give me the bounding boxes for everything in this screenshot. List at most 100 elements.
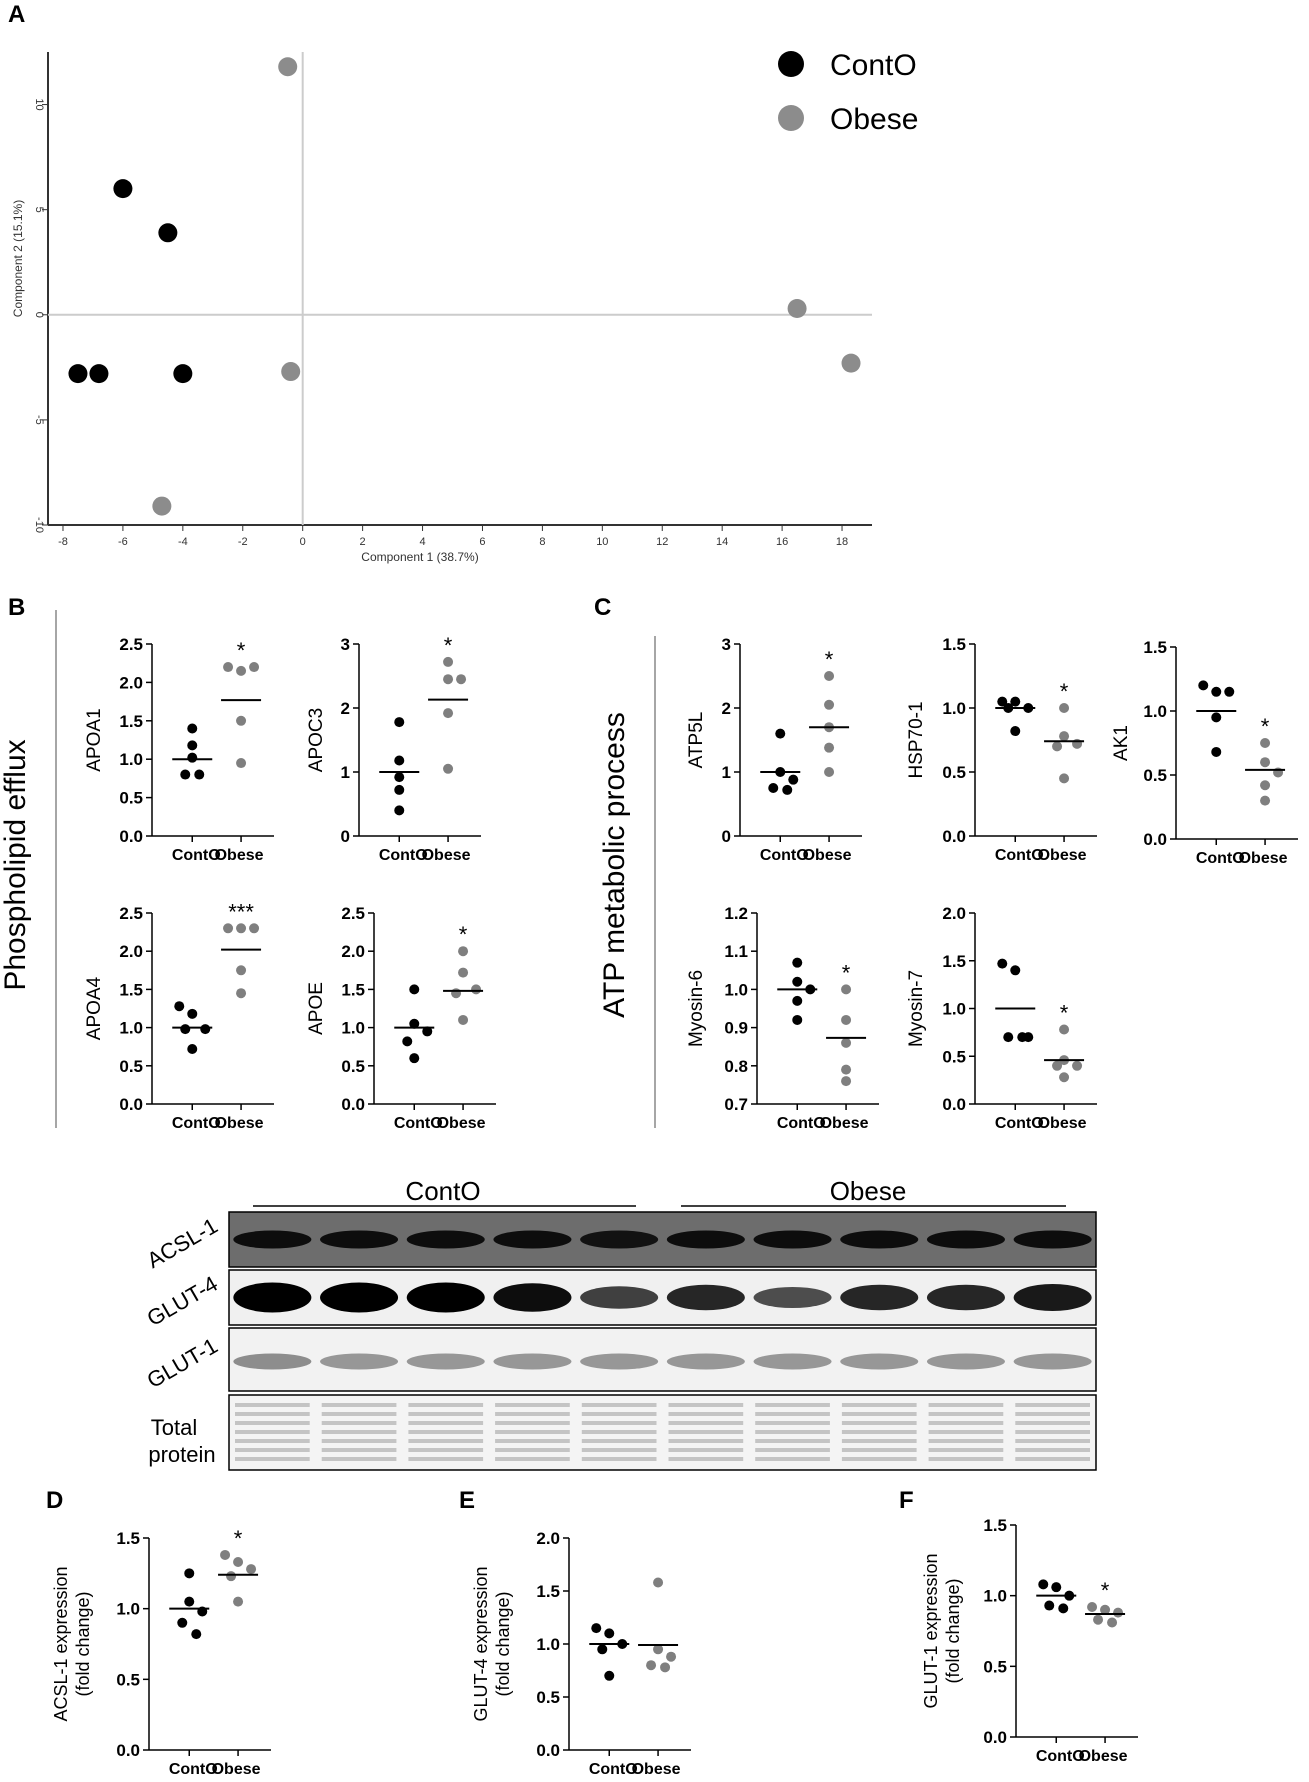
- data-point-conto: [409, 984, 420, 995]
- y-tick-label: 1.5: [119, 980, 143, 999]
- blot-label-glut-4: GLUT-4: [143, 1271, 222, 1331]
- y-tick-label: 1.5: [983, 1516, 1007, 1535]
- data-point-conto: [402, 1036, 413, 1047]
- y-axis-label: ATP5L: [686, 712, 707, 769]
- x-tick-label: -8: [58, 536, 68, 548]
- blot-band: [753, 1287, 832, 1308]
- x-tick-label-conto: ContO: [1196, 850, 1245, 867]
- legend-label-conto: ContO: [830, 49, 917, 82]
- x-tick-label: 6: [479, 536, 485, 548]
- total-protein-band: [841, 1421, 917, 1425]
- data-point-obese: [249, 662, 260, 673]
- data-point-obese: [249, 923, 260, 934]
- data-point-conto: [1211, 712, 1222, 723]
- y-tick-label: 0.0: [942, 827, 966, 846]
- legend-label-obese: Obese: [830, 103, 918, 136]
- y-tick-label: 0.9: [724, 1019, 748, 1038]
- y-tick-label: 2.0: [341, 942, 365, 961]
- x-tick-label: 2: [360, 536, 366, 548]
- x-tick-label: 10: [596, 536, 608, 548]
- y-tick-label: 2.0: [119, 673, 143, 692]
- data-point-obese: [1107, 1617, 1118, 1628]
- y-tick-label: 0.0: [116, 1741, 140, 1760]
- data-point-obese: [278, 57, 298, 77]
- data-point-obese: [824, 671, 835, 681]
- total-protein-band: [408, 1439, 484, 1443]
- y-tick-label: 0.5: [116, 1670, 140, 1689]
- data-point-obese: [233, 1557, 244, 1568]
- significance-marker: *: [1261, 714, 1270, 739]
- data-point-conto: [89, 364, 109, 384]
- x-tick-label-conto: ContO: [172, 847, 221, 864]
- y-tick-label: 0.5: [1143, 766, 1167, 785]
- blot-band: [320, 1282, 399, 1313]
- data-point-conto: [775, 728, 786, 739]
- y-axis-label: APOC3: [306, 708, 327, 772]
- total-protein-band: [755, 1457, 830, 1461]
- x-tick-label: -4: [178, 536, 188, 548]
- y-tick-label: 1.5: [942, 635, 966, 654]
- total-protein-band: [321, 1457, 397, 1461]
- blot-band: [233, 1282, 312, 1313]
- data-point-conto: [187, 740, 198, 751]
- data-point-conto: [1010, 965, 1021, 976]
- y-tick-label: 1.5: [942, 952, 966, 971]
- x-tick-label: 8: [539, 536, 545, 548]
- data-point-obese: [236, 665, 247, 676]
- data-point-obese: [1260, 757, 1271, 768]
- total-protein-band: [928, 1439, 1004, 1443]
- y-tick-label: 0.5: [983, 1657, 1007, 1676]
- total-protein-band: [841, 1439, 917, 1443]
- total-protein-band: [235, 1457, 310, 1461]
- panel-a: A -8 -6 -4 -2 0 2 4 6 8 10 12 14 16 18 -10 -5 0 5 10 Compone…: [8, 1, 918, 564]
- data-point-obese: [1059, 703, 1070, 713]
- data-point-obese: [451, 988, 462, 999]
- x-tick-label-obese: Obese: [632, 1761, 681, 1778]
- significance-marker: *: [234, 1526, 243, 1551]
- data-point-conto: [187, 1008, 198, 1019]
- total-protein-band: [755, 1403, 830, 1407]
- data-point-obese: [666, 1651, 677, 1662]
- data-point-obese: [223, 923, 234, 934]
- data-point-conto: [792, 976, 803, 987]
- data-point-conto: [604, 1670, 615, 1681]
- data-point-conto: [782, 784, 793, 795]
- significance-marker: *: [444, 633, 453, 658]
- data-point-obese: [236, 988, 247, 999]
- data-point-obese: [246, 1564, 257, 1575]
- y-tick-label: 1.0: [119, 750, 143, 769]
- data-point-conto: [394, 805, 405, 816]
- panel-b: B Phospholipid efflux 0.0 0.5 1.0 1.5 2.0 2.5 Co…: [0, 594, 496, 1132]
- data-point-obese: [1113, 1607, 1124, 1618]
- data-point-conto: [394, 755, 405, 766]
- data-point-conto: [187, 1043, 198, 1054]
- side-label-atp-metabolic-process: ATP metabolic process: [598, 712, 631, 1018]
- panel-label-e: E: [459, 1487, 475, 1514]
- y-tick-label: 1.1: [724, 942, 748, 961]
- data-point-conto: [788, 774, 799, 785]
- total-protein-band: [408, 1421, 484, 1425]
- panel-label-b: B: [8, 594, 25, 621]
- data-point-conto: [792, 1014, 803, 1025]
- data-point-obese: [281, 362, 301, 382]
- total-protein-band: [235, 1412, 310, 1416]
- data-point-conto: [1038, 1579, 1049, 1590]
- total-protein-band: [408, 1457, 484, 1461]
- x-tick-label-conto: ContO: [1036, 1748, 1085, 1765]
- data-point-conto: [187, 723, 198, 734]
- x-tick-label-obese: Obese: [803, 847, 852, 864]
- data-point-obese: [841, 1014, 852, 1025]
- y-axis-label: APOA1: [84, 708, 105, 771]
- y-tick-label: 0.8: [724, 1057, 748, 1076]
- total-protein-band: [495, 1412, 570, 1416]
- y-tick-label: 1.5: [116, 1529, 140, 1548]
- data-point-obese: [841, 1064, 852, 1075]
- y-tick-label: 2: [722, 699, 731, 718]
- total-protein-band: [581, 1457, 657, 1461]
- y-tick-label: 0.0: [119, 827, 143, 846]
- blot-band: [233, 1353, 312, 1370]
- data-point-obese: [1260, 780, 1271, 791]
- data-point-obese: [236, 715, 247, 726]
- data-point-conto: [1058, 1603, 1069, 1614]
